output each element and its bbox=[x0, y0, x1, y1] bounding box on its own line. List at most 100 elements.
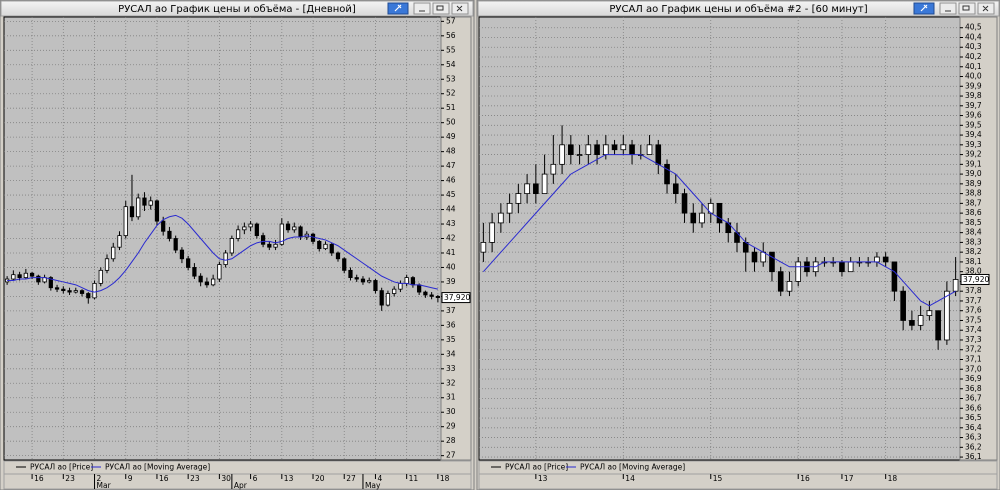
candle-body bbox=[489, 222, 495, 243]
y-tick-label: 36,8 bbox=[965, 384, 982, 393]
candle-body bbox=[410, 277, 416, 286]
date-axis bbox=[478, 473, 998, 490]
y-tick-label: 39,6 bbox=[965, 111, 982, 120]
maximize-button[interactable] bbox=[958, 2, 976, 15]
candle-body bbox=[568, 144, 574, 155]
last-price-label: 37,920 bbox=[444, 293, 470, 302]
maximize-button[interactable] bbox=[432, 2, 450, 15]
candle-body bbox=[909, 320, 915, 326]
candle-body bbox=[952, 279, 959, 292]
y-tick-label: 33 bbox=[446, 364, 456, 373]
candle-body bbox=[417, 284, 422, 293]
y-tick-label: 39 bbox=[446, 277, 456, 286]
candle-body bbox=[254, 223, 259, 237]
candle-body bbox=[111, 246, 116, 260]
candle-body bbox=[129, 206, 135, 218]
y-tick-label: 54 bbox=[446, 60, 456, 69]
candle-body bbox=[104, 258, 110, 271]
y-tick-label: 36,9 bbox=[965, 374, 982, 383]
candle-body bbox=[192, 267, 197, 277]
candle-body bbox=[98, 269, 103, 284]
y-tick-label: 44 bbox=[446, 205, 456, 214]
candle-body bbox=[198, 275, 203, 283]
y-tick-label: 41 bbox=[446, 248, 456, 257]
date-axis bbox=[3, 473, 472, 490]
candle-body bbox=[335, 252, 341, 260]
candle-body bbox=[79, 290, 85, 294]
candle-body bbox=[348, 269, 353, 278]
y-tick-label: 37,6 bbox=[965, 306, 982, 315]
x-tick-label: 14 bbox=[625, 474, 635, 483]
candle-body bbox=[611, 144, 618, 151]
last-price-label: 37,920 bbox=[963, 275, 989, 284]
candle-body bbox=[751, 251, 758, 263]
y-tick-label: 37,8 bbox=[965, 286, 982, 295]
x-tick-label: 16 bbox=[159, 474, 169, 483]
minimize-button[interactable] bbox=[939, 2, 957, 15]
candle-body bbox=[223, 252, 228, 265]
candle-body bbox=[874, 256, 880, 263]
candle-body bbox=[367, 280, 372, 283]
y-tick-label: 37,1 bbox=[965, 354, 982, 363]
candle-body bbox=[211, 278, 216, 286]
y-tick-label: 53 bbox=[446, 74, 456, 83]
candle-body bbox=[167, 230, 172, 239]
candle-body bbox=[292, 226, 297, 231]
candle-body bbox=[173, 238, 178, 251]
candle-body bbox=[117, 235, 122, 248]
candle-body bbox=[179, 249, 185, 260]
candle-body bbox=[23, 272, 28, 278]
candle-body bbox=[435, 296, 440, 298]
candle-body bbox=[354, 277, 359, 280]
y-tick-label: 55 bbox=[446, 45, 456, 54]
candle-body bbox=[480, 242, 487, 253]
candle-body bbox=[86, 293, 91, 299]
pin-icon bbox=[920, 4, 928, 12]
moving-average-line bbox=[7, 214, 438, 293]
x-tick-label: 13 bbox=[538, 474, 548, 483]
candle-body bbox=[229, 238, 234, 254]
candle-body bbox=[186, 258, 191, 268]
x-tick-label: 9 bbox=[128, 474, 133, 483]
y-tick-label: 39,9 bbox=[965, 81, 982, 90]
candle-body bbox=[681, 193, 688, 214]
candle-body bbox=[646, 144, 653, 155]
x-tick-label: 13 bbox=[284, 474, 294, 483]
y-tick-label: 32 bbox=[446, 378, 456, 387]
candle-body bbox=[17, 274, 22, 278]
y-tick-label: 38,5 bbox=[965, 218, 982, 227]
y-tick-label: 37,5 bbox=[965, 315, 982, 324]
candle-body bbox=[235, 229, 241, 239]
y-tick-label: 36,5 bbox=[965, 413, 982, 422]
month-label: Mar bbox=[97, 481, 112, 490]
candle-body bbox=[379, 290, 384, 306]
price-axis bbox=[440, 16, 472, 461]
y-tick-label: 38,8 bbox=[965, 189, 982, 198]
y-tick-label: 45 bbox=[446, 190, 456, 199]
candle-body bbox=[54, 287, 60, 290]
minimize-button[interactable] bbox=[413, 2, 431, 15]
y-tick-label: 40,1 bbox=[965, 62, 982, 71]
candle-body bbox=[629, 144, 635, 155]
y-tick-label: 37,7 bbox=[965, 296, 982, 305]
candle-body bbox=[217, 264, 222, 280]
candle-body bbox=[260, 235, 266, 245]
legend-label: РУСАЛ ао [Moving Average] bbox=[105, 463, 210, 472]
y-tick-label: 40,2 bbox=[965, 52, 982, 61]
candle-body bbox=[317, 240, 322, 250]
y-tick-label: 49 bbox=[446, 132, 456, 141]
y-tick-label: 39,0 bbox=[965, 169, 982, 178]
y-tick-label: 38,7 bbox=[965, 198, 982, 207]
candle-body bbox=[385, 293, 391, 306]
y-tick-label: 46 bbox=[446, 176, 456, 185]
candle-body bbox=[404, 277, 409, 284]
window-title: РУСАЛ ао График цены и объёма - [Дневной… bbox=[118, 4, 356, 15]
y-tick-label: 40,0 bbox=[965, 72, 982, 81]
x-tick-label: 18 bbox=[440, 474, 450, 483]
y-tick-label: 38,3 bbox=[965, 237, 982, 246]
candle-body bbox=[655, 144, 662, 165]
y-tick-label: 40,5 bbox=[965, 23, 982, 32]
candle-body bbox=[279, 223, 284, 245]
x-tick-label: 16 bbox=[34, 474, 44, 483]
